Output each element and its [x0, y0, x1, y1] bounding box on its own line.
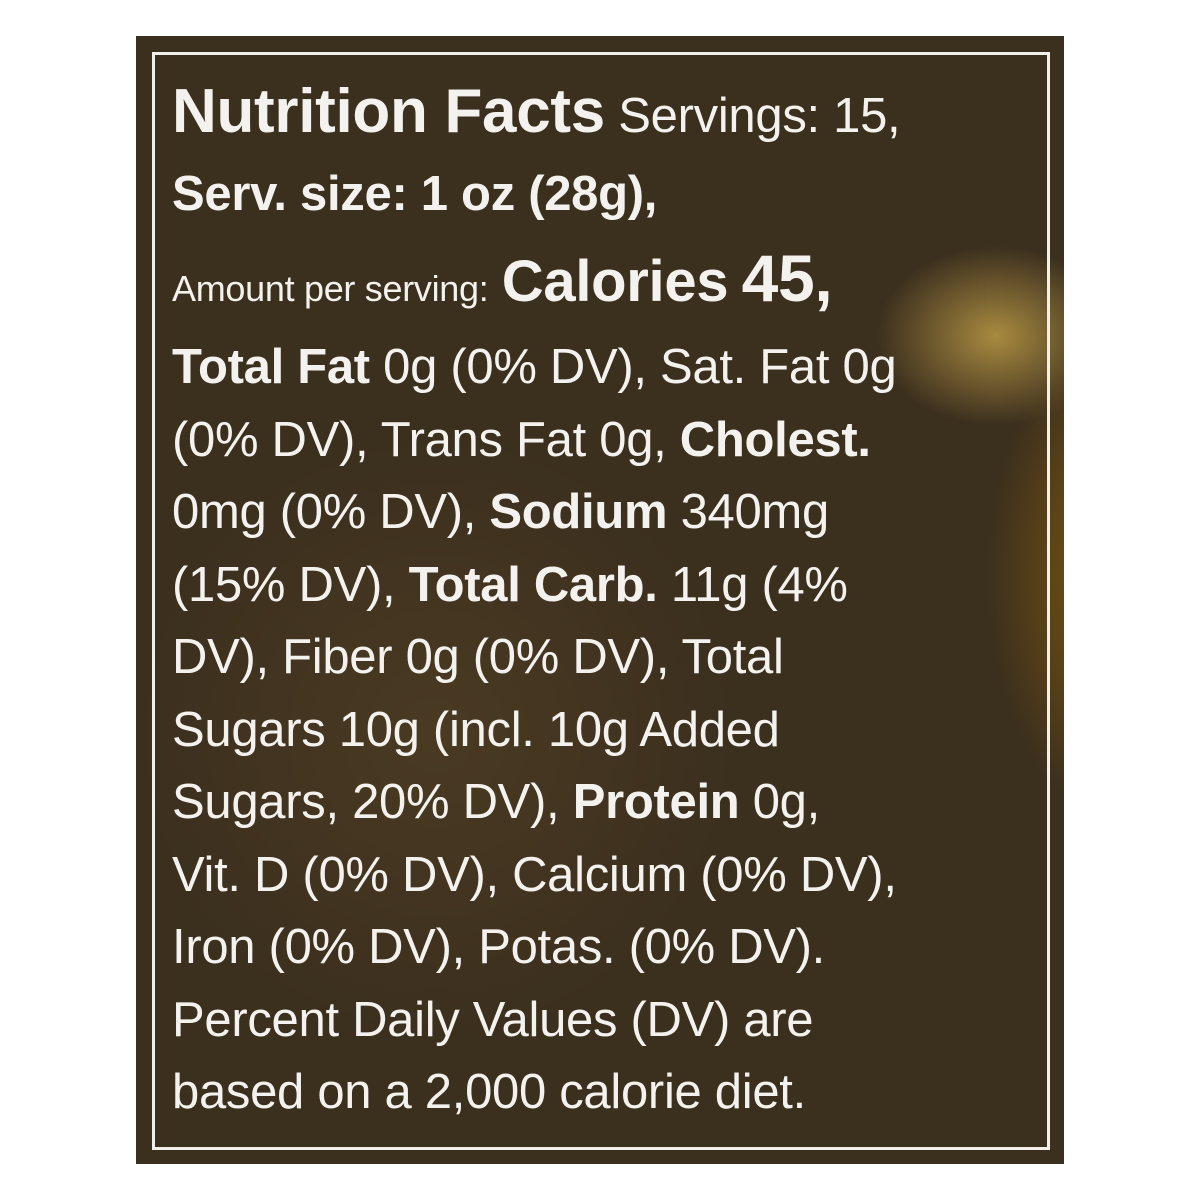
nutrient-line: Total Fat 0g (0% DV), Sat. Fat 0g	[172, 331, 900, 404]
nutrient-text: Sugars 10g (incl. 10g Added	[172, 702, 780, 757]
nutrient-text: Vit. D (0% DV), Calcium (0% DV),	[172, 847, 897, 902]
header-line: Nutrition Facts Servings: 15,	[172, 76, 901, 152]
nutrient-name: Protein	[572, 775, 740, 829]
nutrient-line: Sugars, 20% DV), Protein 0g,	[172, 766, 900, 839]
calories-line: Amount per serving: Calories 45,	[172, 236, 900, 331]
nutrient-text: Iron (0% DV), Potas. (0% DV).	[172, 920, 825, 974]
nutrient-text: Sugars, 20% DV),	[172, 775, 573, 829]
nutrient-text: (0% DV), Trans Fat 0g,	[172, 412, 680, 467]
title: Nutrition Facts	[172, 77, 605, 146]
label-border	[152, 52, 1050, 1150]
nutrient-text: 0mg (0% DV),	[172, 485, 490, 539]
amount-per-serving: Amount per serving:	[172, 268, 489, 309]
nutrition-text: Nutrition Facts Servings: 15, Serv. size…	[172, 76, 901, 1129]
nutrient-line: Sugars 10g (incl. 10g Added	[172, 694, 900, 767]
nutrient-text: 340mg	[667, 485, 830, 539]
nutrient-line: (15% DV), Total Carb. 11g (4%	[172, 549, 900, 622]
nutrient-line: Percent Daily Values (DV) are	[172, 984, 900, 1057]
nutrient-text: 0g (0% DV), Sat. Fat 0g	[369, 340, 897, 394]
nutrition-label: Nutrition Facts Servings: 15, Serv. size…	[136, 36, 1064, 1164]
nutrient-line: (0% DV), Trans Fat 0g, Cholest.	[172, 404, 900, 477]
nutrient-line: Vit. D (0% DV), Calcium (0% DV),	[172, 839, 900, 912]
nutrient-text: 11g (4%	[657, 557, 848, 612]
nutrient-text: (15% DV),	[172, 557, 409, 612]
nutrient-text: 0g,	[739, 775, 821, 829]
nutrient-line: 0mg (0% DV), Sodium 340mg	[172, 476, 900, 549]
nutrient-name: Sodium	[489, 485, 668, 539]
serving-size-line: Serv. size: 1 oz (28g),	[172, 152, 900, 236]
serving-size: Serv. size: 1 oz (28g),	[172, 167, 658, 221]
nutrient-line: Iron (0% DV), Potas. (0% DV).	[172, 911, 900, 984]
nutrient-line: DV), Fiber 0g (0% DV), Total	[172, 621, 900, 694]
nutrient-name: Cholest.	[679, 412, 871, 467]
nutrient-name: Total Fat	[172, 340, 370, 394]
nutrient-name: Total Carb.	[408, 557, 658, 612]
nutrient-text: DV), Fiber 0g (0% DV), Total	[172, 630, 784, 684]
servings: Servings: 15,	[618, 89, 901, 143]
calories-label: Calories	[501, 249, 729, 314]
nutrient-text: Percent Daily Values (DV) are	[172, 992, 814, 1047]
calories-value: 45,	[741, 241, 833, 315]
nutrient-line: based on a 2,000 calorie diet.	[172, 1056, 900, 1129]
nutrient-text: based on a 2,000 calorie diet.	[172, 1065, 806, 1119]
